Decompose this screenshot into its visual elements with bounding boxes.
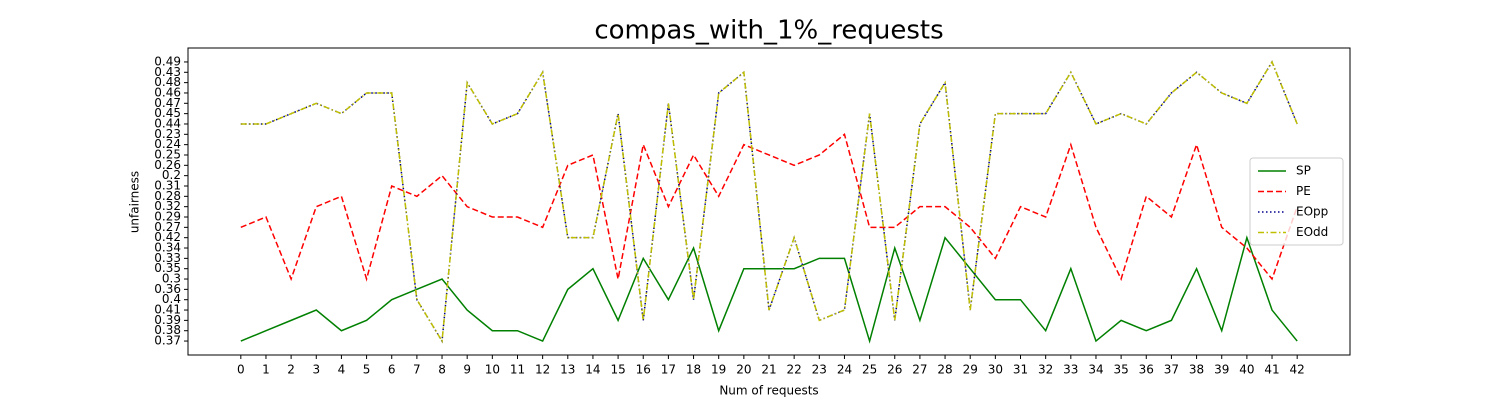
x-tick-label: 18	[686, 363, 701, 377]
x-tick-label: 30	[988, 363, 1003, 377]
series-line	[240, 132, 1298, 282]
y-tick-label: 0.48	[154, 75, 181, 89]
x-tick-label: 41	[1264, 363, 1279, 377]
x-tick-label: 38	[1189, 363, 1204, 377]
series-line	[240, 60, 1298, 344]
y-tick-label: 0.3	[162, 272, 181, 286]
series-line	[240, 60, 1298, 344]
legend-label: EOpp	[1296, 205, 1328, 219]
y-tick-label: 0.2	[162, 168, 181, 182]
y-tick-label: 0.49	[154, 54, 181, 68]
y-axis-label: unfairness	[128, 171, 142, 233]
y-tick-label: 0.46	[154, 85, 181, 99]
y-tick-label: 0.41	[154, 303, 181, 317]
y-tick-label: 0.24	[154, 137, 181, 151]
y-tick-label: 0.34	[154, 241, 181, 255]
x-tick-label: 42	[1290, 363, 1305, 377]
x-tick-label: 39	[1214, 363, 1229, 377]
x-tick-label: 26	[887, 363, 902, 377]
x-tick-label: 8	[438, 363, 446, 377]
x-tick-label: 3	[312, 363, 320, 377]
x-tick-label: 34	[1088, 363, 1103, 377]
x-tick-label: 13	[560, 363, 575, 377]
y-tick-label: 0.45	[154, 106, 181, 120]
y-tick-label: 0.25	[154, 147, 181, 161]
legend-label: EOdd	[1296, 225, 1328, 239]
y-tick-label: 0.43	[154, 65, 181, 79]
x-tick-label: 10	[485, 363, 500, 377]
x-tick-label: 35	[1113, 363, 1128, 377]
x-tick-label: 20	[736, 363, 751, 377]
x-tick-label: 9	[463, 363, 471, 377]
y-tick-label: 0.23	[154, 127, 181, 141]
legend-label: PE	[1296, 184, 1311, 198]
x-tick-label: 22	[787, 363, 802, 377]
x-tick-label: 31	[1013, 363, 1028, 377]
x-tick-label: 15	[610, 363, 625, 377]
x-tick-label: 14	[585, 363, 600, 377]
x-tick-label: 33	[1063, 363, 1078, 377]
x-tick-label: 23	[812, 363, 827, 377]
y-tick-label: 0.32	[154, 199, 181, 213]
y-tick-label: 0.33	[154, 251, 181, 265]
y-tick-label: 0.29	[154, 210, 181, 224]
y-tick-label: 0.35	[154, 261, 181, 275]
x-tick-label: 17	[661, 363, 676, 377]
x-tick-label: 36	[1139, 363, 1154, 377]
x-tick-label: 11	[510, 363, 525, 377]
x-tick-label: 1	[262, 363, 270, 377]
x-tick-label: 29	[963, 363, 978, 377]
x-tick-label: 12	[535, 363, 550, 377]
x-tick-label: 25	[862, 363, 877, 377]
x-tick-label: 6	[388, 363, 396, 377]
legend-box	[1249, 157, 1344, 246]
y-tick-label: 0.37	[154, 334, 181, 348]
x-tick-label: 21	[761, 363, 776, 377]
x-tick-label: 16	[636, 363, 651, 377]
x-tick-label: 4	[338, 363, 346, 377]
y-tick-label: 0.26	[154, 158, 181, 172]
y-tick-label: 0.44	[154, 116, 181, 130]
x-tick-label: 40	[1239, 363, 1254, 377]
y-tick-label: 0.47	[154, 96, 181, 110]
x-tick-label: 24	[837, 363, 852, 377]
y-tick-label: 0.36	[154, 282, 181, 296]
x-axis-label: Num of requests	[719, 384, 818, 398]
y-tick-label: 0.39	[154, 313, 181, 327]
y-tick-label: 0.38	[154, 323, 181, 337]
x-tick-label: 0	[237, 363, 245, 377]
x-tick-label: 28	[937, 363, 952, 377]
series-line	[240, 235, 1298, 344]
y-tick-label: 0.4	[162, 292, 181, 306]
y-tick-label: 0.27	[154, 220, 181, 234]
chart-title: compas_with_1%_requests	[594, 16, 943, 46]
y-tick-label: 0.42	[154, 230, 181, 244]
x-tick-label: 37	[1164, 363, 1179, 377]
x-tick-label: 19	[711, 363, 726, 377]
y-tick-label: 0.28	[154, 189, 181, 203]
y-tick-label: 0.31	[154, 178, 181, 192]
x-tick-label: 7	[413, 363, 421, 377]
x-tick-label: 5	[363, 363, 371, 377]
x-tick-label: 2	[287, 363, 295, 377]
x-tick-label: 27	[912, 363, 927, 377]
legend-label: SP	[1296, 164, 1311, 178]
x-tick-label: 32	[1038, 363, 1053, 377]
